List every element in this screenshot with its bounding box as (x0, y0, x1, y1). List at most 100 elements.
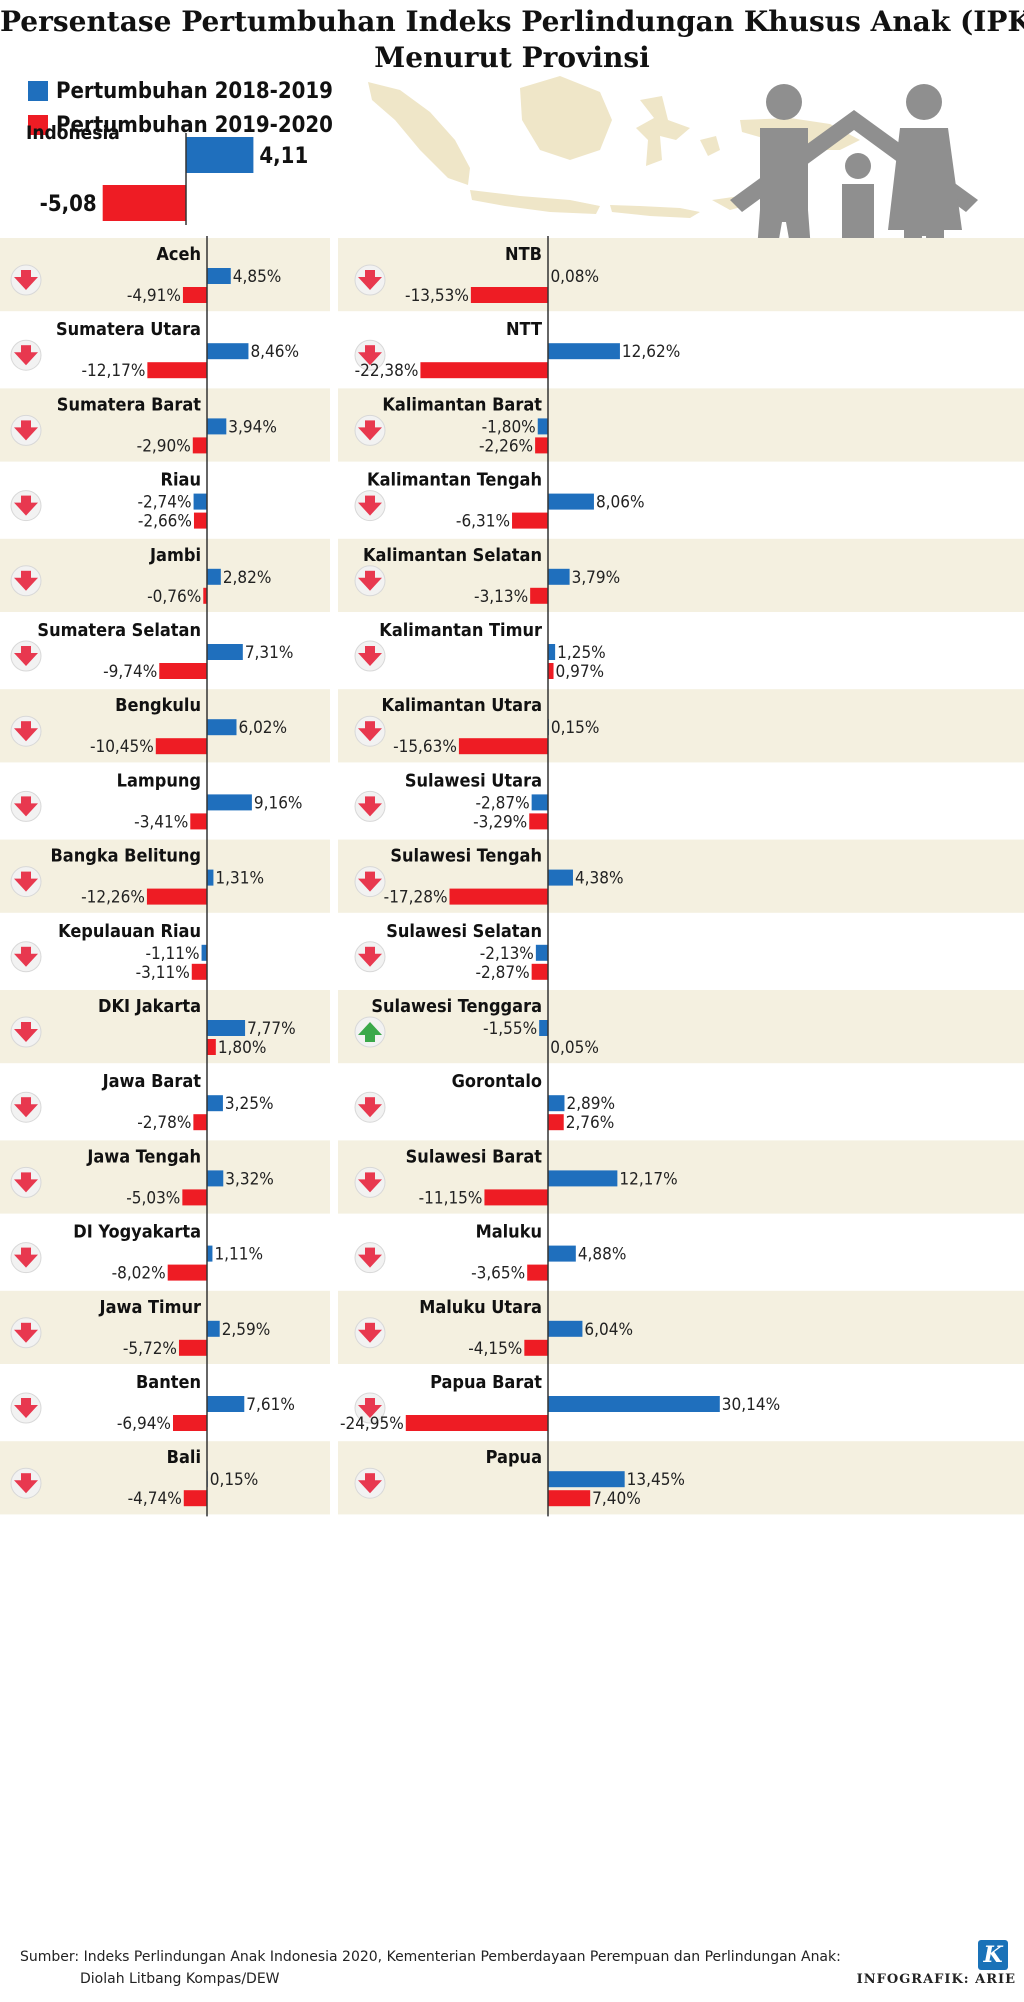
arrow-down-stem (21, 345, 31, 354)
value-2019-2020-sulawesi-barat: -11,15% (419, 1188, 483, 1208)
value-2019-2020-ntb: -13,53% (405, 286, 469, 306)
trend-down-icon (354, 1317, 386, 1349)
arrow-down-stem (365, 345, 375, 354)
row-sulawesi-selatan: Sulawesi Selatan-2,13%-2,87% (354, 921, 548, 983)
province-name-maluku: Maluku (476, 1222, 542, 1243)
arrow-up-icon (358, 1022, 382, 1035)
trend-up-icon (354, 1016, 386, 1048)
province-name-kalimantan-timur: Kalimantan Timur (379, 620, 542, 641)
value-2019-2020-maluku: -3,65% (471, 1264, 525, 1284)
value-2019-2020-bali: -4,74% (128, 1489, 182, 1509)
province-name-bengkulu: Bengkulu (115, 695, 201, 716)
bar-2018-2019-jambi (207, 568, 221, 585)
value-2018-2019-sulawesi-utara: -2,87% (476, 793, 530, 813)
trend-down-icon (354, 339, 386, 371)
arrow-down-stem (21, 1473, 31, 1482)
province-name-bangka-belitung: Bangka Belitung (50, 846, 201, 867)
arrow-down-icon (358, 502, 382, 516)
bar-2019-2020-kalimantan-timur (548, 663, 554, 679)
bar-2019-2020-banten (172, 1415, 207, 1431)
value-2019-2020-papua-barat: -24,95% (340, 1414, 404, 1434)
row-kalimantan-tengah: Kalimantan Tengah 8,06% -6,31% (354, 470, 645, 532)
bar-2018-2019-aceh (207, 268, 231, 284)
province-name-riau: Riau (161, 470, 201, 491)
arrow-down-stem (21, 270, 31, 278)
arrow-down-icon (14, 1329, 38, 1343)
arrow-down-stem (365, 871, 375, 880)
value-2019-2020-gorontalo: 2,76% (566, 1113, 615, 1133)
trend-down-icon (10, 790, 42, 822)
province-rows: Aceh 4,85% -4,91% Sumatera Utara 8,46% -12,17… (0, 236, 1024, 1517)
arrow-down-stem (365, 796, 375, 805)
row-gorontalo: Gorontalo 2,89%2,76% (354, 1071, 615, 1133)
trend-down-icon (354, 1166, 386, 1198)
trend-down-icon (10, 941, 42, 973)
value-2018-2019-bali: 0,15% (210, 1470, 259, 1490)
value-2018-2019-sulawesi-tenggara: -1,55% (483, 1019, 537, 1039)
arrow-down-stem (365, 1097, 375, 1106)
trend-down-icon (10, 1166, 42, 1198)
bar-2018-2019-dki-jakarta (207, 1020, 246, 1036)
value-2019-2020-sumatera-barat: -2,90% (137, 436, 191, 456)
bar-2019-2020-bengkulu (155, 738, 207, 755)
arrow-down-stem (21, 420, 31, 429)
arrow-down-stem (365, 946, 375, 955)
bar-2018-2019-kalimantan-selatan (548, 568, 570, 585)
value-2018-2019-jawa-timur: 2,59% (222, 1320, 271, 1340)
row-kalimantan-timur: Kalimantan Timur 1,25%0,97% (354, 620, 606, 682)
arrow-down-stem (365, 570, 375, 579)
value-2018-2019-kalimantan-utara: 0,15% (551, 718, 600, 738)
row-banten: Banten 7,61% -6,94% (10, 1372, 295, 1434)
value-2018-2019-papua-barat: 30,14% (722, 1395, 780, 1415)
row-sumatera-selatan: Sumatera Selatan 7,31% -9,74% (10, 620, 293, 682)
legend-swatch-2019-2020 (28, 115, 48, 135)
chart-title-line2: Menurut Provinsi (374, 41, 650, 74)
row-riau: Riau-2,74%-2,66% (10, 470, 207, 532)
trend-down-icon (10, 264, 42, 296)
trend-down-icon (10, 866, 42, 898)
province-name-jawa-timur: Jawa Timur (99, 1297, 201, 1318)
province-name-sulawesi-barat: Sulawesi Barat (406, 1146, 543, 1167)
bar-2018-2019-lampung (207, 794, 252, 811)
arrow-down-stem (365, 1172, 375, 1181)
arrow-down-stem (21, 1172, 31, 1181)
bar-2018-2019-bangka-belitung (207, 869, 214, 886)
row-jambi: Jambi 2,82% -0,76% (0, 538, 330, 612)
legend-label-2019-2020: Pertumbuhan 2019-2020 (56, 112, 333, 138)
row-sulawesi-utara: Sulawesi Utara-2,87%-3,29% (354, 770, 548, 832)
value-2018-2019-bengkulu: 6,02% (238, 718, 287, 738)
value-2019-2020-bangka-belitung: -12,26% (81, 888, 145, 908)
indonesia-label: Indonesia (26, 122, 120, 144)
value-2018-2019-sumatera-barat: 3,94% (228, 417, 277, 437)
row-background-dki-jakarta (0, 990, 330, 1064)
arrow-down-stem (21, 1322, 31, 1331)
source-line1: Sumber: Indeks Perlindungan Anak Indones… (20, 1949, 841, 1965)
province-name-sumatera-utara: Sumatera Utara (56, 319, 201, 340)
trend-down-icon (354, 866, 386, 898)
value-2018-2019-banten: 7,61% (246, 1395, 295, 1415)
value-2019-2020-kalimantan-selatan: -3,13% (474, 587, 528, 607)
arrow-down-icon (358, 1179, 382, 1193)
value-2018-2019-kalimantan-tengah: 8,06% (596, 493, 645, 513)
bar-2018-2019-papua-barat (548, 1396, 720, 1412)
bar-2018-2019-maluku-utara (548, 1320, 583, 1337)
value-2018-2019-aceh: 4,85% (233, 267, 282, 287)
value-2018-2019-lampung: 9,16% (254, 793, 303, 813)
trend-down-icon (354, 490, 386, 522)
arrow-down-icon (358, 803, 382, 817)
bar-2019-2020-sulawesi-selatan (531, 963, 548, 980)
arrow-down-icon (14, 1405, 38, 1418)
trend-down-icon (354, 790, 386, 822)
row-maluku-utara: Maluku Utara 6,04% -4,15% (338, 1290, 1024, 1364)
value-2018-2019-kalimantan-barat: -1,80% (482, 417, 536, 437)
value-2018-2019-riau: -2,74% (137, 493, 191, 513)
arrow-down-stem (21, 1398, 31, 1406)
value-2019-2020-kalimantan-barat: -2,26% (479, 436, 533, 456)
bar-2019-2020-sumatera-utara (147, 362, 207, 379)
bar-2019-2020-gorontalo (548, 1114, 564, 1131)
arrow-down-stem (365, 721, 375, 730)
province-name-sulawesi-tengah: Sulawesi Tengah (390, 846, 542, 867)
province-name-sulawesi-selatan: Sulawesi Selatan (386, 921, 542, 942)
bar-2018-2019-di-yogyakarta (207, 1245, 213, 1262)
trend-down-icon (10, 414, 42, 446)
